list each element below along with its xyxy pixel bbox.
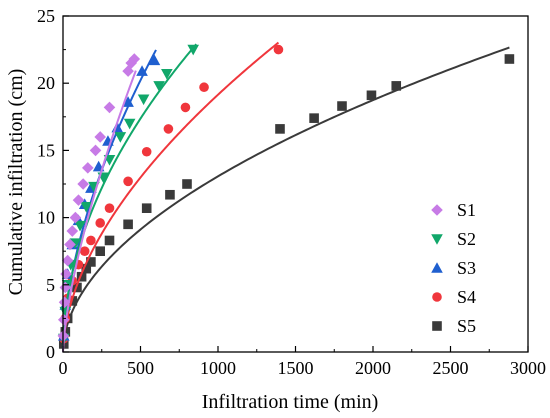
data-point-s5: [123, 219, 133, 230]
y-tick-label: 25: [37, 6, 55, 26]
data-point-s4: [141, 146, 152, 157]
y-axis-title: Cumulative infiltration (cm): [5, 69, 27, 296]
data-point-s4: [79, 246, 90, 256]
legend-label-s4: S4: [457, 287, 476, 307]
data-point-s2: [69, 238, 82, 249]
legend-label-s2: S2: [457, 229, 476, 249]
data-point-s4: [95, 218, 105, 228]
data-point-s1: [77, 178, 89, 190]
y-tick-label: 10: [37, 208, 55, 228]
data-point-s5: [504, 54, 515, 64]
data-point-s5: [391, 81, 402, 91]
data-point-s2: [80, 202, 93, 213]
data-point-s2: [74, 220, 86, 232]
data-point-s5: [366, 90, 377, 101]
data-point-s4: [180, 102, 191, 113]
y-tick-label: 5: [46, 275, 55, 295]
axes-layer: 0 500 1000 1500 2000 2500 3000 0 5 10 15 20 25: [37, 6, 546, 378]
fit-curve-s4: [62, 41, 280, 352]
data-point-s1: [89, 144, 102, 157]
data-point-s2: [187, 44, 199, 56]
data-point-s1: [57, 313, 70, 326]
y-tick-label: 15: [37, 140, 55, 160]
data-point-s5: [104, 235, 115, 246]
data-point-s1: [64, 238, 76, 251]
data-point-s3: [122, 96, 134, 107]
fit-curve-s2: [62, 43, 198, 352]
data-point-s5: [309, 113, 319, 123]
data-point-s1: [66, 225, 79, 237]
x-tick-label: 2000: [355, 358, 391, 378]
data-point-s4: [104, 203, 115, 213]
data-point-s1: [58, 296, 71, 309]
data-point-s5: [337, 101, 347, 111]
data-point-s2: [137, 94, 150, 106]
legend-marker-s4: [432, 292, 442, 302]
legend: S1 S2 S3 S4 S5: [431, 200, 476, 336]
data-point-s5: [95, 246, 105, 256]
data-point-s4: [273, 44, 284, 55]
data-point-s1: [69, 211, 82, 224]
legend-label-s1: S1: [457, 200, 476, 220]
legend-label-s5: S5: [457, 316, 476, 336]
data-point-s1: [125, 57, 137, 69]
data-point-s2: [161, 68, 173, 80]
legend-marker-s1: [431, 204, 443, 216]
data-point-s1: [72, 194, 85, 206]
legend-label-s3: S3: [457, 258, 476, 278]
data-point-s5: [81, 263, 92, 274]
data-point-s4: [163, 124, 174, 134]
data-point-s2: [114, 132, 127, 143]
data-point-s5: [76, 271, 87, 282]
data-point-s4: [123, 176, 133, 187]
data-point-s1: [82, 162, 94, 174]
legend-marker-s2: [431, 234, 443, 245]
data-point-s4: [199, 82, 209, 93]
x-tick-label: 500: [127, 358, 154, 378]
legend-marker-s5: [432, 321, 442, 331]
data-point-s3: [148, 54, 161, 66]
x-tick-label: 0: [59, 358, 68, 378]
data-point-s5: [275, 124, 285, 134]
data-point-s5: [86, 257, 96, 267]
x-tick-label: 1000: [200, 358, 236, 378]
y-tick-label: 20: [37, 73, 55, 93]
x-tick-label: 3000: [510, 358, 546, 378]
data-point-s5: [182, 179, 192, 189]
data-point-s1: [128, 53, 141, 65]
data-point-s1: [103, 101, 116, 114]
data-point-s4: [86, 235, 96, 246]
data-point-s5: [165, 189, 175, 200]
data-point-s3: [136, 65, 148, 76]
data-point-s1: [94, 131, 106, 143]
y-tick-label: 0: [46, 342, 55, 362]
x-tick-label: 2500: [433, 358, 469, 378]
data-point-s5: [141, 203, 152, 213]
data-point-s1: [61, 254, 74, 267]
plot-layer: [57, 41, 515, 353]
fit-curve-s5: [62, 46, 510, 352]
x-tick-label: 1500: [278, 358, 314, 378]
x-axis-title: Infiltration time (min): [202, 391, 379, 413]
data-point-s2: [123, 118, 136, 130]
data-point-s2: [153, 81, 165, 92]
legend-marker-s3: [431, 262, 443, 273]
